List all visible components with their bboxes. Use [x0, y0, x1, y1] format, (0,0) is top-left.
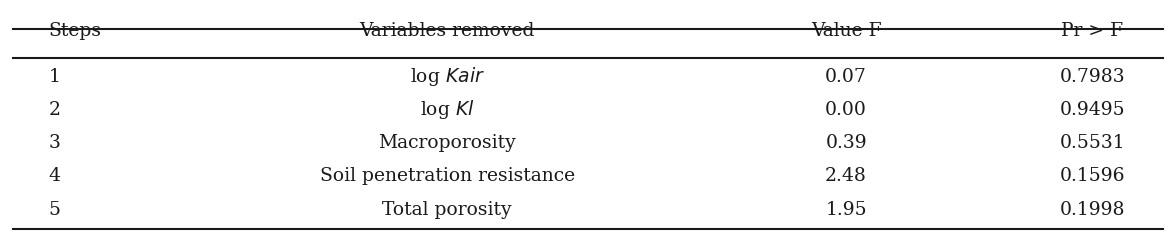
Text: log $\mathit{Kair}$: log $\mathit{Kair}$ — [409, 65, 485, 88]
Text: Steps: Steps — [48, 23, 101, 41]
Text: 2.48: 2.48 — [826, 167, 867, 185]
Text: 1: 1 — [48, 68, 60, 86]
Text: log $\mathit{Kl}$: log $\mathit{Kl}$ — [420, 98, 475, 121]
Text: 5: 5 — [48, 201, 60, 219]
Text: 1.95: 1.95 — [826, 201, 867, 219]
Text: Variables removed: Variables removed — [360, 23, 535, 41]
Text: 0.1998: 0.1998 — [1060, 201, 1125, 219]
Text: Macroporosity: Macroporosity — [379, 134, 516, 152]
Text: 3: 3 — [48, 134, 60, 152]
Text: 0.9495: 0.9495 — [1060, 101, 1125, 119]
Text: 0.39: 0.39 — [826, 134, 867, 152]
Text: Soil penetration resistance: Soil penetration resistance — [320, 167, 575, 185]
Text: Total porosity: Total porosity — [382, 201, 512, 219]
Text: 0.7983: 0.7983 — [1060, 68, 1125, 86]
Text: 0.5531: 0.5531 — [1060, 134, 1125, 152]
Text: Value F: Value F — [810, 23, 882, 41]
Text: 0.1596: 0.1596 — [1060, 167, 1125, 185]
Text: 0.00: 0.00 — [826, 101, 867, 119]
Text: 4: 4 — [48, 167, 60, 185]
Text: Pr > F: Pr > F — [1062, 23, 1123, 41]
Text: 0.07: 0.07 — [826, 68, 867, 86]
Text: 2: 2 — [48, 101, 60, 119]
